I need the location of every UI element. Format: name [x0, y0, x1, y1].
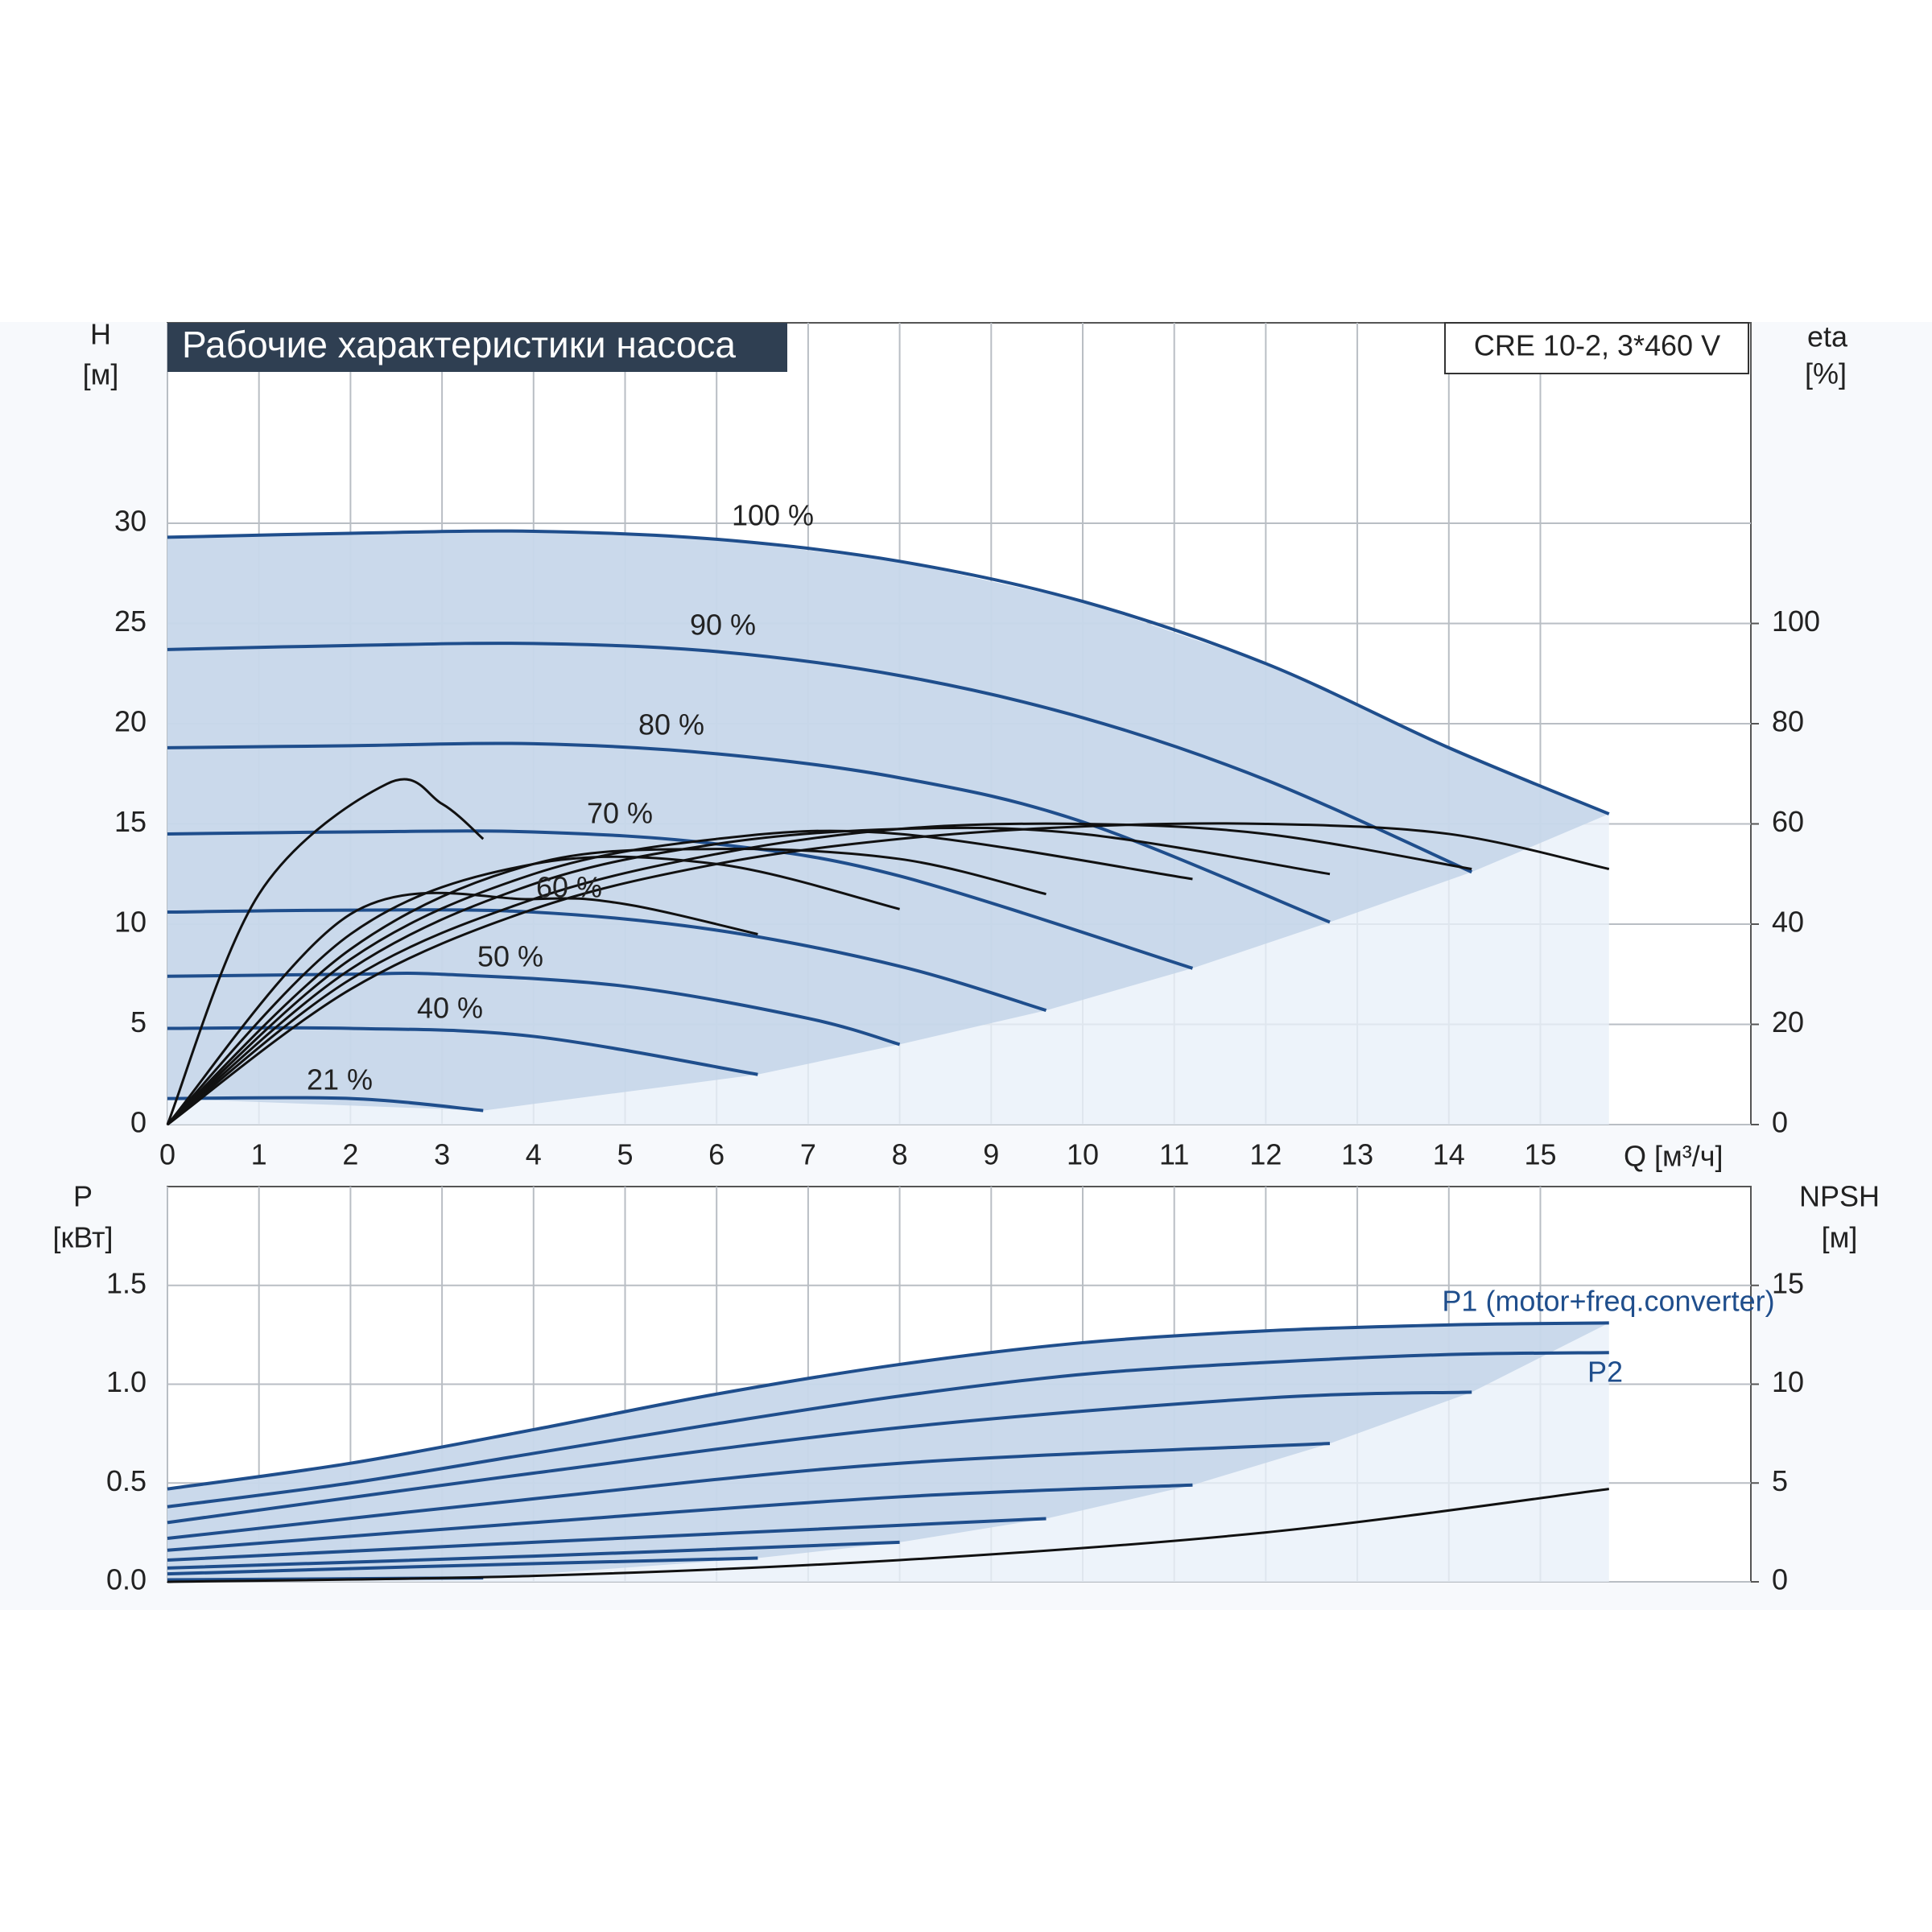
series-label: 100 % — [732, 499, 814, 532]
curve — [167, 1026, 758, 1076]
curve — [167, 822, 1610, 1126]
x-tick-label: 10 — [1067, 1138, 1099, 1171]
curve — [166, 855, 900, 1126]
y2-tick-label: 20 — [1772, 1005, 1804, 1038]
y-tick-label: 30 — [114, 505, 147, 538]
x-tick-label: 12 — [1249, 1138, 1282, 1171]
y2-tick-label: 80 — [1772, 705, 1804, 738]
x-tick-label: 3 — [434, 1138, 450, 1171]
curve — [167, 1351, 1609, 1509]
curve — [167, 1096, 484, 1113]
y2-tick-label: 40 — [1772, 906, 1804, 939]
y2-unit: [м] — [1822, 1221, 1858, 1254]
y-tick-label: 25 — [114, 605, 147, 638]
series-label: P2 — [1587, 1356, 1623, 1389]
curve — [167, 1488, 1609, 1583]
y2-unit: [%] — [1805, 357, 1847, 390]
y-unit: [м] — [83, 358, 119, 391]
y2-tick-label: 5 — [1772, 1464, 1788, 1497]
x-tick-label: 15 — [1524, 1138, 1556, 1171]
chart-title: Рабочие характеристики насоса — [182, 324, 736, 365]
y-tick-label: 0.5 — [106, 1464, 147, 1497]
y2-label: eta — [1807, 320, 1848, 353]
layer: 0 1 2 3 4 5 6 7 8 9 10 11 12 13 14 15051015202530020406… — [106, 323, 1820, 1596]
series-label: 60 % — [536, 871, 602, 904]
range-dark — [167, 1323, 1609, 1580]
series-label: 90 % — [690, 609, 756, 642]
y-tick-label: 15 — [114, 805, 147, 838]
series-label: 40 % — [417, 992, 483, 1025]
curve — [166, 847, 1046, 1126]
y-label: H — [90, 318, 111, 351]
curve — [167, 1321, 1609, 1491]
y-tick-label: 0.0 — [106, 1563, 147, 1596]
x-label: Q [м³/ч] — [1624, 1140, 1724, 1173]
y2-tick-label: 100 — [1772, 605, 1820, 638]
series-label: 80 % — [638, 708, 704, 741]
series-label: 21 % — [307, 1063, 373, 1096]
curve — [167, 529, 1610, 815]
y-tick-label: 0 — [130, 1106, 147, 1139]
curve — [167, 908, 1047, 1012]
x-tick-label: 5 — [617, 1138, 633, 1171]
x-tick-label: 4 — [526, 1138, 542, 1171]
x-tick-label: 2 — [342, 1138, 358, 1171]
curve — [167, 1390, 1472, 1525]
x-tick-label: 6 — [708, 1138, 724, 1171]
y2-tick-label: 15 — [1772, 1266, 1804, 1299]
series-label: 70 % — [587, 797, 653, 830]
curve — [167, 1517, 1046, 1562]
x-tick-label: 7 — [800, 1138, 816, 1171]
curve — [166, 891, 758, 1125]
subtitle: CRE 10-2, 3*460 V — [1474, 329, 1720, 362]
x-tick-label: 1 — [251, 1138, 267, 1171]
curve — [167, 972, 901, 1046]
curve — [166, 778, 485, 1125]
y-tick-label: 10 — [114, 906, 147, 939]
y-tick-label: 1.5 — [106, 1266, 147, 1299]
curve — [167, 1483, 1193, 1552]
title-box — [167, 323, 787, 372]
y-tick-label: 1.0 — [106, 1365, 147, 1398]
curve — [167, 1556, 758, 1576]
y2-tick-label: 10 — [1772, 1365, 1804, 1398]
range-dark — [167, 530, 1609, 1111]
model-box — [1444, 322, 1749, 374]
curve — [167, 822, 1472, 1126]
x-tick-label: 0 — [159, 1138, 175, 1171]
curve — [167, 1540, 900, 1570]
y2-tick-label: 0 — [1772, 1563, 1788, 1596]
series-label: 50 % — [477, 940, 543, 973]
x-tick-label: 14 — [1433, 1138, 1465, 1171]
y2-tick-label: 0 — [1772, 1106, 1788, 1139]
y-label: P — [73, 1180, 93, 1213]
curve — [167, 642, 1473, 874]
series-label: P1 (motor+freq.converter) — [1442, 1285, 1774, 1318]
curve — [167, 829, 1194, 970]
x-tick-label: 11 — [1159, 1138, 1189, 1171]
y-tick-label: 5 — [130, 1005, 147, 1038]
x-tick-label: 9 — [983, 1138, 999, 1171]
curve — [167, 741, 1331, 924]
x-tick-label: 13 — [1341, 1138, 1373, 1171]
curve — [167, 826, 1331, 1126]
y2-label: NPSH — [1799, 1180, 1880, 1213]
x-tick-label: 8 — [892, 1138, 908, 1171]
y2-tick-label: 60 — [1772, 805, 1804, 838]
curve — [167, 1442, 1331, 1540]
y-unit: [кВт] — [52, 1221, 113, 1254]
y-tick-label: 20 — [114, 705, 147, 738]
